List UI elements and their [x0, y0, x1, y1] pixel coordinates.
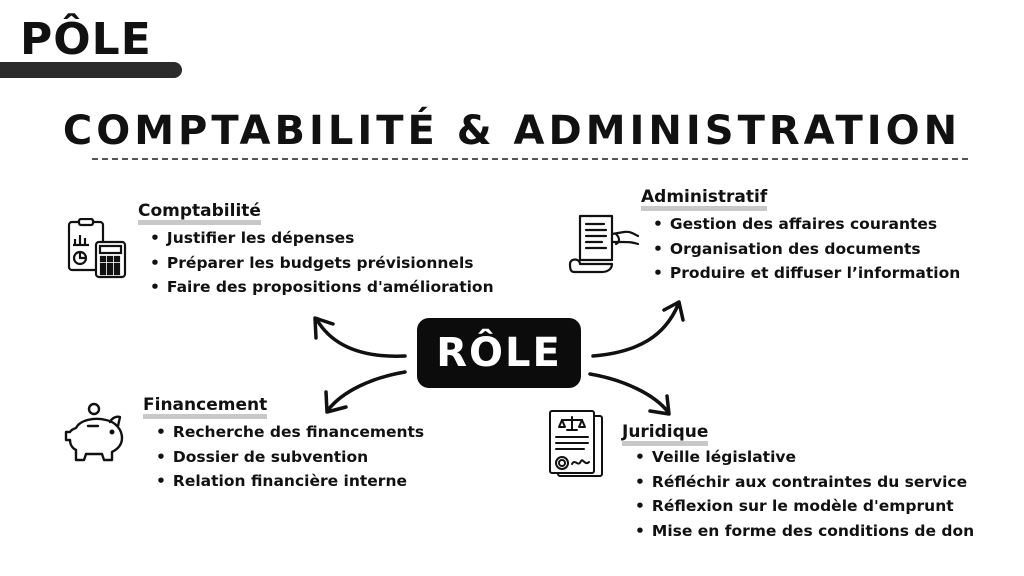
document-hand-icon [568, 214, 640, 274]
list-financement: Recherche des financements Dossier de su… [156, 420, 424, 494]
list-item: Relation financière interne [156, 469, 424, 494]
piggy-bank-icon [64, 402, 124, 462]
list-juridique: Veille législative Réfléchir aux contrai… [635, 445, 974, 543]
list-item: Mise en forme des conditions de don [635, 519, 974, 544]
section-heading-administratif: Administratif [641, 187, 768, 211]
heading-label: Administratif [641, 188, 768, 211]
arrowhead-administratif [662, 300, 685, 322]
list-administratif: Gestion des affaires courantes Organisat… [653, 212, 960, 286]
heading-label: Juridique [622, 423, 709, 446]
list-item: Dossier de subvention [156, 445, 424, 470]
arrowhead-comptabilite [313, 316, 335, 340]
title-divider [92, 158, 968, 160]
legal-document-icon [549, 410, 603, 477]
heading-label: Financement [143, 396, 268, 419]
list-item: Justifier les dépenses [150, 226, 494, 251]
list-item: Faire des propositions d'amélioration [150, 275, 494, 300]
arrowhead-financement [324, 390, 348, 414]
list-item: Recherche des financements [156, 420, 424, 445]
list-comptabilite: Justifier les dépenses Préparer les budg… [150, 226, 494, 300]
list-item: Gestion des affaires courantes [653, 212, 960, 237]
list-item: Organisation des documents [653, 237, 960, 262]
list-item: Produire et diffuser l’information [653, 261, 960, 286]
arrowhead-juridique [648, 394, 671, 416]
calculator-chart-icon [67, 218, 127, 279]
section-heading-comptabilite: Comptabilité [138, 201, 261, 225]
section-heading-financement: Financement [143, 395, 268, 419]
list-item: Réflexion sur le modèle d'emprunt [635, 494, 974, 519]
heading-label: Comptabilité [138, 202, 261, 225]
arrow-to-financement [326, 370, 407, 412]
list-item: Préparer les budgets prévisionnels [150, 251, 494, 276]
arrow-to-comptabilite [315, 318, 407, 358]
list-item: Veille législative [635, 445, 974, 470]
arrow-to-administratif [591, 303, 680, 358]
tag-underline [0, 62, 182, 78]
center-role-node: RÔLE [417, 318, 581, 388]
page-title: COMPTABILITÉ & ADMINISTRATION [62, 108, 962, 154]
section-heading-juridique: Juridique [622, 422, 709, 446]
tag-title: PÔLE [20, 14, 152, 65]
list-item: Réfléchir aux contraintes du service [635, 470, 974, 495]
arrow-to-juridique [588, 372, 670, 414]
